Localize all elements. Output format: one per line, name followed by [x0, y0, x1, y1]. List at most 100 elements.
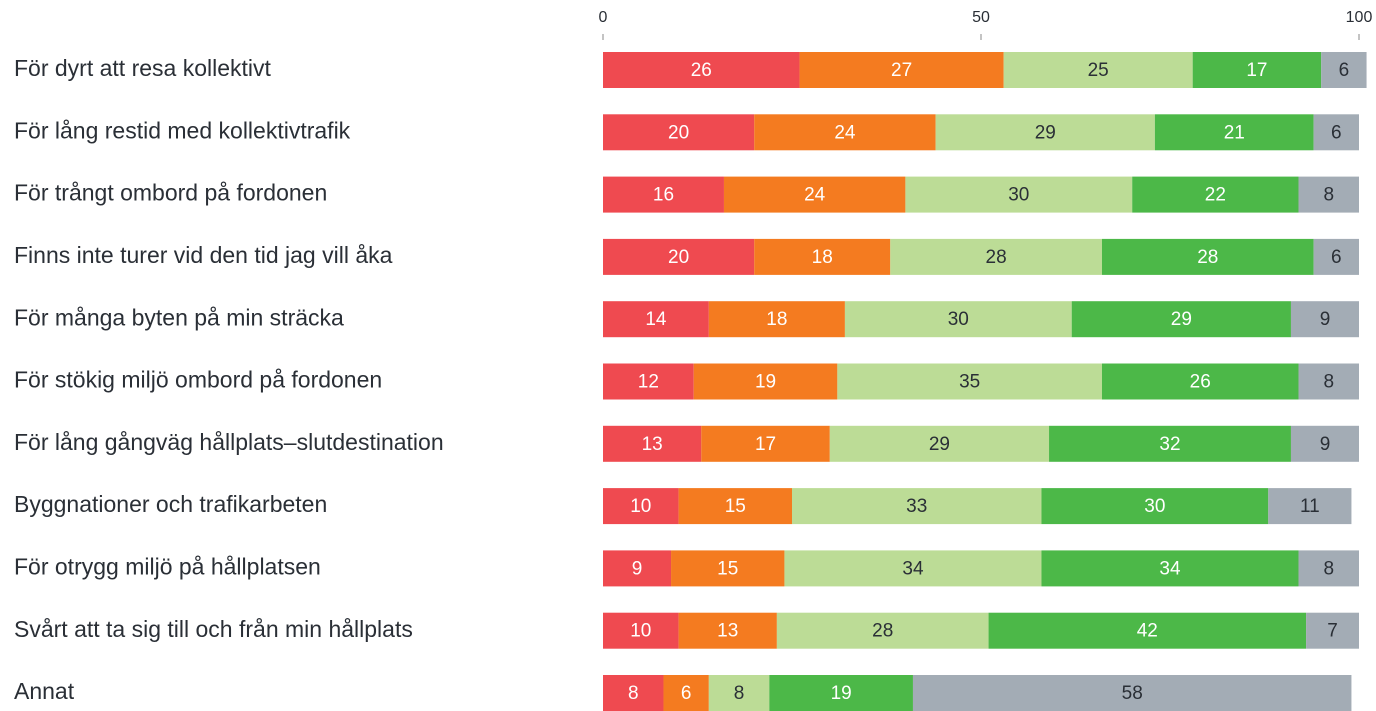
value-label: 7: [1327, 621, 1338, 642]
value-label: 33: [906, 496, 927, 517]
bar-segment: [890, 238, 1102, 275]
bar-segment: [1154, 114, 1314, 151]
value-label: 24: [834, 122, 856, 143]
bar-segment: [1321, 52, 1367, 88]
value-label: 42: [1137, 621, 1158, 642]
category-label: För stökig miljö ombord på fordonen: [14, 367, 382, 393]
bar-segment: [792, 488, 1042, 525]
bar-segment: [1132, 176, 1299, 213]
value-label: 24: [804, 185, 826, 206]
value-label: 20: [668, 247, 689, 268]
value-label: 19: [755, 372, 776, 393]
bar-segment: [603, 301, 709, 338]
bar-segment: [799, 52, 1004, 88]
value-label: 18: [766, 309, 787, 330]
bar-segment: [1101, 363, 1299, 400]
x-tick-label: 100: [1346, 9, 1373, 26]
bar-segment: [1313, 238, 1359, 275]
value-label: 30: [1008, 185, 1029, 206]
category-label: För dyrt att resa kollektivt: [14, 55, 272, 81]
bar-segment: [603, 675, 664, 711]
value-label: 11: [1300, 496, 1320, 517]
bar-segment: [1298, 550, 1359, 587]
bar-segment: [663, 675, 709, 711]
bar-segment: [844, 301, 1072, 338]
value-label: 16: [653, 185, 674, 206]
bar-segment: [603, 488, 679, 525]
bar-segment: [837, 363, 1102, 400]
value-label: 8: [628, 683, 639, 704]
bar-segment: [1071, 301, 1291, 338]
value-label: 6: [681, 683, 692, 704]
bar-segment: [784, 550, 1042, 587]
value-label: 28: [872, 621, 893, 642]
value-label: 6: [1331, 247, 1342, 268]
bar-segment: [1041, 488, 1269, 525]
value-label: 29: [1035, 122, 1056, 143]
bar-segment: [829, 425, 1050, 462]
bar-segment: [912, 675, 1352, 711]
category-label: För lång restid med kollektivtrafik: [14, 117, 351, 143]
value-label: 21: [1224, 122, 1245, 143]
bar-segment: [708, 301, 845, 338]
value-label: 8: [734, 683, 745, 704]
category-label: Svårt att ta sig till och från min hållp…: [14, 616, 413, 642]
value-label: 10: [630, 496, 651, 517]
bar-segment: [1290, 301, 1359, 338]
value-label: 58: [1122, 683, 1143, 704]
x-tick-label: 50: [972, 9, 990, 26]
value-label: 12: [638, 372, 659, 393]
value-label: 32: [1159, 434, 1180, 455]
value-label: 22: [1205, 185, 1226, 206]
bar-segment: [1298, 363, 1359, 400]
value-label: 26: [1190, 372, 1211, 393]
category-label: Byggnationer och trafikarbeten: [14, 491, 327, 517]
value-label: 10: [630, 621, 651, 642]
bar-segment: [678, 488, 792, 525]
bar-segment: [603, 363, 694, 400]
value-label: 9: [1320, 309, 1331, 330]
value-label: 8: [1323, 558, 1334, 579]
bar-segment: [603, 176, 724, 213]
x-tick-label: 0: [599, 9, 608, 26]
bar-segment: [701, 425, 830, 462]
category-label: För lång gångväg hållplats–slutdestinati…: [14, 429, 444, 455]
bar-segment: [935, 114, 1155, 151]
value-label: 6: [1331, 122, 1342, 143]
value-label: 35: [959, 372, 980, 393]
bar-segment: [769, 675, 913, 711]
bar-segment: [693, 363, 838, 400]
value-label: 27: [891, 60, 912, 81]
value-label: 29: [929, 434, 950, 455]
bar-segment: [708, 675, 770, 711]
bar-segment: [603, 52, 800, 88]
bar-segment: [603, 612, 679, 649]
value-label: 15: [717, 558, 738, 579]
value-label: 13: [717, 621, 738, 642]
bar-segment: [723, 176, 906, 213]
value-label: 15: [725, 496, 746, 517]
category-label: För otrygg miljö på hållplatsen: [14, 553, 321, 579]
category-label: För många byten på min sträcka: [14, 304, 344, 330]
value-label: 6: [1339, 60, 1350, 81]
bar-segment: [1192, 52, 1322, 88]
value-label: 8: [1323, 185, 1334, 206]
bar-segment: [1290, 425, 1359, 462]
bar-segment: [603, 425, 702, 462]
value-label: 26: [691, 60, 712, 81]
value-label: 28: [1197, 247, 1218, 268]
bar-segment: [776, 612, 989, 649]
bar-segment: [603, 114, 755, 151]
value-label: 17: [755, 434, 776, 455]
bar-segment: [1313, 114, 1359, 151]
bar-segment: [1101, 238, 1314, 275]
value-label: 8: [1323, 372, 1334, 393]
bar-segment: [1049, 425, 1291, 462]
value-label: 34: [902, 558, 924, 579]
value-label: 30: [948, 309, 969, 330]
bar-segment: [603, 550, 672, 587]
bar-segment: [988, 612, 1307, 649]
value-label: 30: [1144, 496, 1165, 517]
value-label: 19: [831, 683, 852, 704]
